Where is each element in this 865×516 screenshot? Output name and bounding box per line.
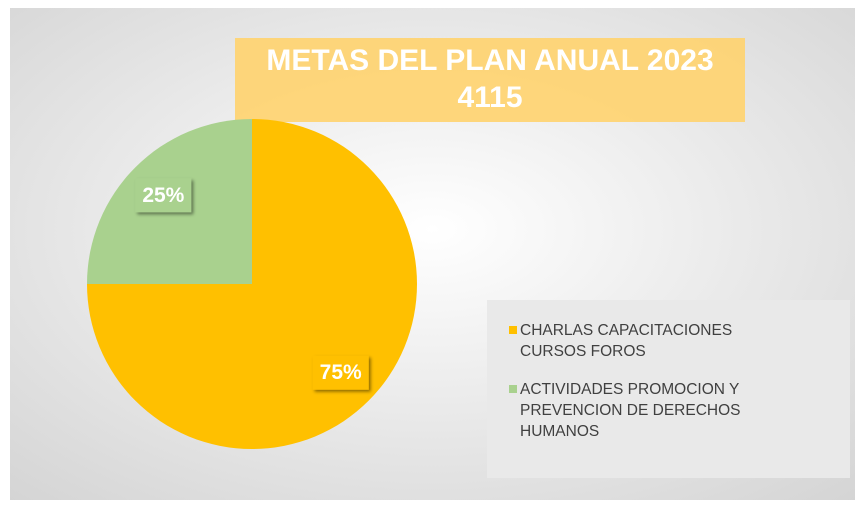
- value-label: 25%: [142, 184, 184, 207]
- legend-swatch: [509, 326, 517, 334]
- pie: 75% 25%: [87, 119, 417, 449]
- legend-swatch: [509, 385, 517, 393]
- legend-item: CHARLAS CAPACITACIONES CURSOS FOROS: [509, 320, 838, 362]
- legend: CHARLAS CAPACITACIONES CURSOS FOROS ACTIV…: [487, 300, 850, 478]
- title-box: [235, 38, 745, 122]
- value-label: 75%: [320, 361, 362, 384]
- value-label-box: [312, 355, 369, 390]
- legend-label: CHARLAS CAPACITACIONES CURSOS FOROS: [520, 322, 733, 360]
- legend-item: ACTIVIDADES PROMOCION Y PREVENCION DE DE…: [509, 379, 838, 442]
- legend-label: ACTIVIDADES PROMOCION Y PREVENCION DE DE…: [520, 381, 741, 440]
- chart-title: METAS DEL PLAN ANUAL 2023: [266, 44, 713, 77]
- chart-subtitle: 4115: [457, 81, 522, 114]
- value-label-box: [135, 178, 192, 213]
